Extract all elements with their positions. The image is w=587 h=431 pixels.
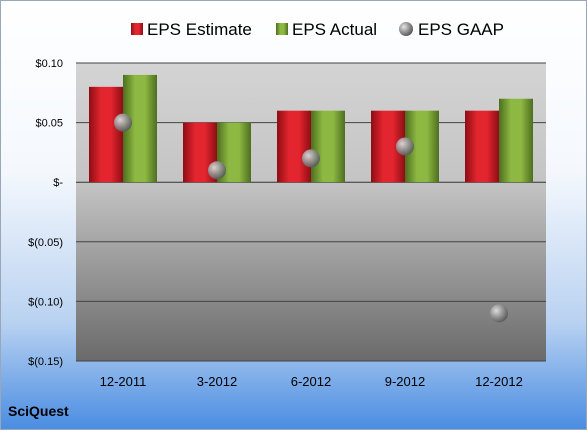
legend-label-estimate: EPS Estimate <box>147 20 252 39</box>
legend-label-gaap: EPS GAAP <box>418 20 504 39</box>
bar-eps-estimate <box>89 86 123 183</box>
x-tick-label: 9-2012 <box>385 374 425 389</box>
x-tick-label: 12-2011 <box>100 374 147 389</box>
y-tick-label: $0.10 <box>35 58 63 70</box>
x-tick-label: 3-2012 <box>197 374 237 389</box>
bar-eps-actual <box>311 110 345 183</box>
legend: EPS Estimate EPS Actual EPS GAAP <box>131 20 504 39</box>
bar-eps-actual <box>499 98 533 183</box>
y-tick-label: $0.05 <box>35 118 63 130</box>
y-tick-label: $(0.15) <box>28 356 63 368</box>
y-tick-label: $(0.05) <box>28 237 63 249</box>
legend-swatch-estimate <box>131 23 143 35</box>
point-eps-gaap <box>114 113 132 132</box>
x-tick-label: 12-2012 <box>475 374 523 389</box>
legend-swatch-actual <box>276 23 288 35</box>
point-eps-gaap <box>302 149 320 168</box>
x-tick-label: 6-2012 <box>291 374 331 389</box>
bar-eps-estimate <box>277 110 311 183</box>
legend-swatch-gaap <box>399 22 413 36</box>
y-tick-label: $(0.10) <box>28 296 63 308</box>
legend-label-actual: EPS Actual <box>292 20 377 39</box>
y-tick-label: $- <box>53 177 63 189</box>
point-eps-gaap <box>396 137 414 156</box>
brand-label: SciQuest <box>8 403 69 419</box>
point-eps-gaap <box>490 304 508 323</box>
bar-eps-estimate <box>465 110 499 183</box>
point-eps-gaap <box>208 161 226 180</box>
